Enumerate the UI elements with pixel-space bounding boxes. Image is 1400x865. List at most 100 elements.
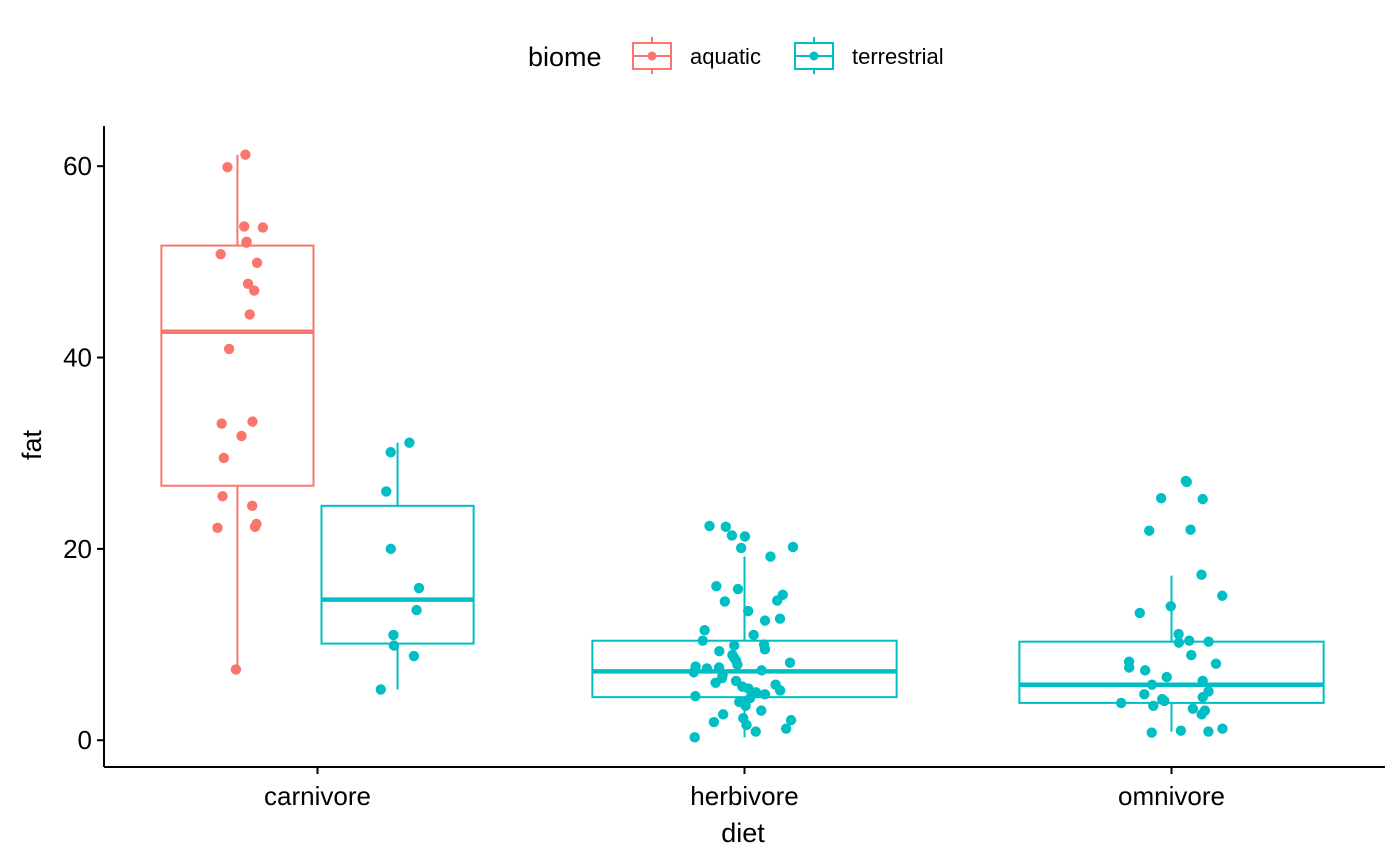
y-tick-label: 40 [63,343,92,373]
legend-label: terrestrial [852,44,944,69]
legend-item-aquatic: aquatic [632,37,761,74]
data-point [743,683,754,694]
data-point [726,530,738,541]
data-point [1134,607,1145,619]
data-point [1139,665,1151,676]
data-point [1155,492,1167,504]
box-body [320,504,475,645]
data-point [739,531,751,542]
data-point [1196,709,1207,720]
data-point [1184,635,1195,646]
data-point [1186,649,1197,661]
data-point [1173,628,1184,640]
box-body [160,244,315,487]
legend-title: biome [528,42,602,72]
data-point [408,650,420,662]
data-point [236,430,247,442]
data-point [375,684,386,695]
data-point [241,237,252,248]
y-tick-label: 20 [63,534,92,564]
data-point [247,416,258,427]
points-herbivore-terrestrial [688,520,799,743]
y-axis: 0 20 40 60 [63,126,105,767]
data-point [1159,695,1170,707]
data-point [1146,727,1157,738]
box-body [1018,640,1325,704]
y-axis-title: fat [17,429,47,460]
data-point [215,249,226,260]
box-omnivore-terrestrial [1018,575,1325,732]
box-body [591,639,898,699]
data-point [222,161,233,173]
data-point [388,640,400,651]
data-point [223,343,235,355]
data-point [756,705,767,716]
legend-key-dot [647,51,657,61]
data-point [689,732,700,743]
data-point [404,437,415,448]
data-point [742,605,754,617]
x-tick-label: omnivore [1118,781,1225,811]
data-point [729,640,740,651]
data-point [240,149,251,160]
data-point [688,667,700,678]
box-herbivore-terrestrial [591,556,898,738]
data-point [385,543,397,555]
data-point [1203,726,1214,737]
data-point [1115,697,1127,709]
box-carnivore-aquatic [160,154,315,670]
data-point [759,615,771,626]
data-point [732,659,743,670]
data-point [785,714,797,726]
data-point [740,700,751,711]
y-axis-title-wrap: fat [17,429,47,460]
data-point [1196,569,1207,580]
data-point [1144,525,1155,536]
points-carnivore-terrestrial [375,437,425,695]
data-point [239,221,250,232]
legend-entries: aquatic terrestrial [632,37,944,74]
box-carnivore-terrestrial [320,442,475,690]
data-point [218,452,229,464]
y-tick-label: 60 [63,151,92,181]
data-point [771,595,783,606]
data-point [257,222,269,233]
data-point [1185,524,1196,535]
data-point [1124,662,1135,673]
data-point [249,521,261,533]
data-point [246,500,258,512]
data-point [216,418,227,429]
data-point [690,691,701,702]
data-point [381,486,392,497]
data-point [759,644,771,655]
data-point [1139,689,1150,700]
data-point [774,613,786,624]
data-point [1210,658,1222,669]
data-point [1146,679,1158,690]
data-point [242,278,254,290]
data-point [759,689,771,700]
data-point [710,677,721,689]
data-point [413,582,425,594]
data-point [714,646,725,657]
points-layer [212,149,1228,743]
data-point [744,692,756,704]
data-point [765,551,776,562]
x-axis-title: diet [721,818,765,848]
data-point [701,663,713,674]
data-point [708,716,720,728]
x-tick-label: herbivore [690,781,798,811]
boxes-layer [160,154,1325,738]
x-tick-label: carnivore [264,781,371,811]
data-point [719,596,731,607]
data-point [1173,637,1185,648]
data-point [1161,671,1172,683]
legend-label: aquatic [690,44,761,69]
data-point [1197,493,1208,505]
data-point [732,583,744,595]
data-point [717,709,729,720]
data-point [251,257,263,269]
data-point [711,580,722,592]
data-point [735,542,747,554]
